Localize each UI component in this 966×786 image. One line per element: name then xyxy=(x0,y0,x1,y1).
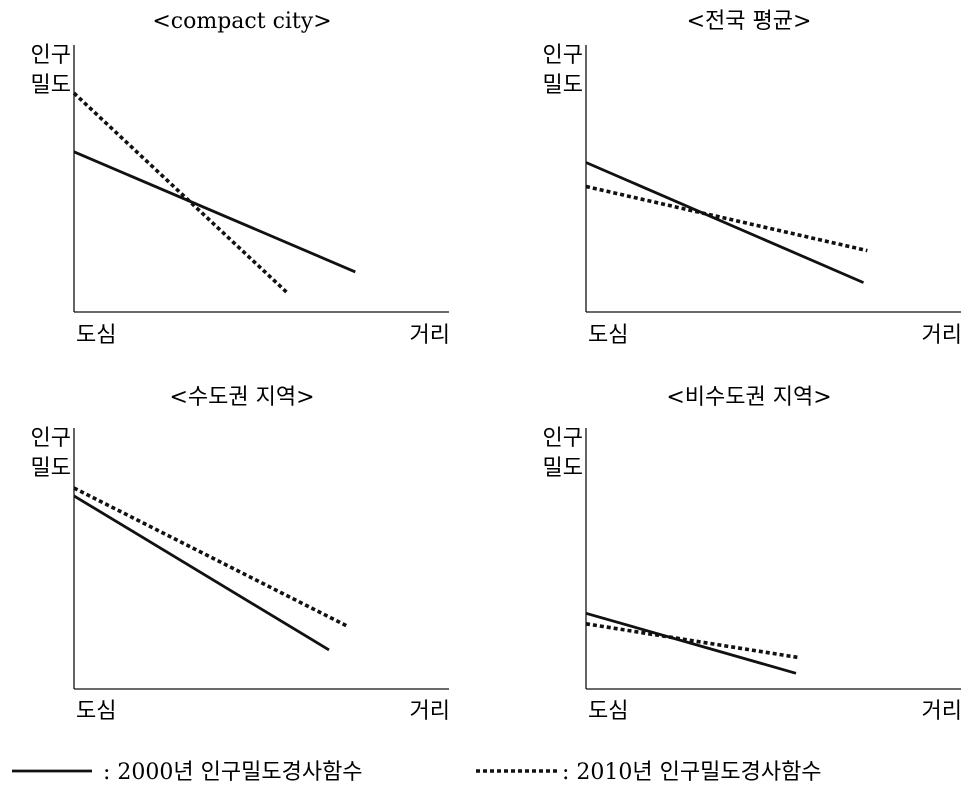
series-2000-line xyxy=(73,150,356,274)
y-axis-label: 인구 xyxy=(543,43,583,68)
x-axis-end-label: 거리 xyxy=(922,699,962,724)
series-2010-line xyxy=(72,91,290,295)
x-axis-end-label: 거리 xyxy=(922,323,962,348)
chart-title: <compact city> xyxy=(152,9,331,34)
legend-label-2000: : 2000년 인구밀도경사함수 xyxy=(103,760,363,785)
chart-title: <수도권 지역> xyxy=(169,385,314,410)
y-axis-label: 밀도 xyxy=(543,456,583,481)
y-axis-label: 밀도 xyxy=(31,456,71,481)
chart-title: <전국 평균> xyxy=(687,9,812,34)
legend: : 2000년 인구밀도경사함수 : 2010년 인구밀도경사함수 xyxy=(12,760,822,785)
y-axis-label: 밀도 xyxy=(31,73,71,98)
x-axis-start-label: 도심 xyxy=(76,323,116,348)
series-2010-line xyxy=(585,184,868,253)
y-axis-label: 밀도 xyxy=(543,73,583,98)
y-axis-label: 인구 xyxy=(543,426,583,451)
series-2000-line xyxy=(585,611,797,675)
chart-title: <비수도권 지역> xyxy=(666,385,831,410)
series-2010-line xyxy=(585,622,801,660)
legend-label-2010: : 2010년 인구밀도경사함수 xyxy=(562,760,822,785)
series-2000-line xyxy=(585,161,865,284)
x-axis-start-label: 도심 xyxy=(76,699,116,724)
x-axis-start-label: 도심 xyxy=(588,699,628,724)
y-axis-label: 인구 xyxy=(31,426,71,451)
x-axis-end-label: 거리 xyxy=(410,323,450,348)
y-axis-label: 인구 xyxy=(31,43,71,68)
x-axis-start-label: 도심 xyxy=(588,323,628,348)
series-2000-line xyxy=(73,494,330,652)
x-axis-end-label: 거리 xyxy=(410,699,450,724)
series-2010-line xyxy=(73,486,349,629)
